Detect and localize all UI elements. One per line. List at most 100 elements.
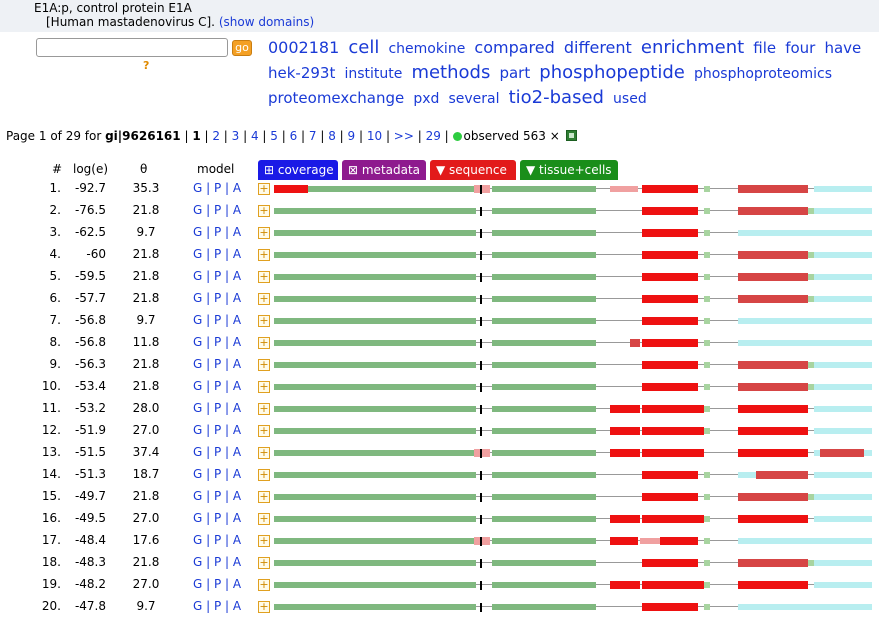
coverage-bar[interactable] xyxy=(274,376,872,398)
expand-plus-icon[interactable]: + xyxy=(258,182,270,195)
row-model-links[interactable]: G | P | A xyxy=(193,599,242,613)
page-link-29[interactable]: 29 xyxy=(425,129,441,143)
expand-plus-icon[interactable]: + xyxy=(258,512,270,525)
tag-0002181[interactable]: 0002181 xyxy=(268,38,340,57)
tag-enrichment[interactable]: enrichment xyxy=(640,37,745,58)
page-link-3[interactable]: 3 xyxy=(231,129,240,143)
show-domains-link[interactable]: (show domains) xyxy=(218,15,315,29)
tag-compared[interactable]: compared xyxy=(474,38,555,57)
page-link-8[interactable]: 8 xyxy=(328,129,336,143)
expand-plus-icon[interactable]: + xyxy=(258,534,270,547)
page-link-4[interactable]: 4 xyxy=(250,129,259,143)
row-model-links[interactable]: G | P | A xyxy=(193,577,242,591)
coverage-bar[interactable] xyxy=(274,574,872,596)
coverage-bar[interactable] xyxy=(274,178,872,200)
search-input[interactable] xyxy=(36,38,228,57)
tab-coverage[interactable]: ⊞ coverage xyxy=(258,160,338,180)
row-model-links[interactable]: G | P | A xyxy=(193,247,242,261)
row-model-links[interactable]: G | P | A xyxy=(193,335,242,349)
row-model-links[interactable]: G | P | A xyxy=(193,269,242,283)
col-header-loge[interactable]: log(e) xyxy=(73,162,109,176)
coverage-bar[interactable] xyxy=(274,486,872,508)
coverage-bar[interactable] xyxy=(274,530,872,552)
tag-several[interactable]: several xyxy=(448,91,500,107)
row-model-links[interactable]: G | P | A xyxy=(193,423,242,437)
tag-hek-293t[interactable]: hek-293t xyxy=(268,64,336,82)
tab-sequence[interactable]: ▼ sequence xyxy=(430,160,516,180)
tab-tissue-cells[interactable]: ▼ tissue+cells xyxy=(520,160,618,180)
coverage-bar[interactable] xyxy=(274,508,872,530)
page-link-5[interactable]: 5 xyxy=(270,129,278,143)
col-header-theta[interactable]: θ xyxy=(140,162,148,176)
row-model-links[interactable]: G | P | A xyxy=(193,357,242,371)
expand-plus-icon[interactable]: + xyxy=(258,270,270,283)
observed-count[interactable]: observed 563 × xyxy=(463,129,560,143)
coverage-bar[interactable] xyxy=(274,288,872,310)
row-model-links[interactable]: G | P | A xyxy=(193,445,242,459)
row-model-links[interactable]: G | P | A xyxy=(193,555,242,569)
tag-part[interactable]: part xyxy=(499,64,531,82)
tag-institute[interactable]: institute xyxy=(344,66,403,82)
tag-different[interactable]: different xyxy=(563,38,632,57)
tag-methods[interactable]: methods xyxy=(411,62,491,83)
row-model-links[interactable]: G | P | A xyxy=(193,489,242,503)
expand-plus-icon[interactable]: + xyxy=(258,380,270,393)
page-link-2[interactable]: 2 xyxy=(212,129,220,143)
page-link-7[interactable]: 7 xyxy=(308,129,317,143)
coverage-bar[interactable] xyxy=(274,244,872,266)
page-link-next[interactable]: >> xyxy=(393,129,414,143)
expand-plus-icon[interactable]: + xyxy=(258,424,270,437)
coverage-bar[interactable] xyxy=(274,596,872,618)
coverage-bar[interactable] xyxy=(274,464,872,486)
expand-plus-icon[interactable]: + xyxy=(258,490,270,503)
expand-plus-icon[interactable]: + xyxy=(258,292,270,305)
row-model-links[interactable]: G | P | A xyxy=(193,533,242,547)
coverage-bar[interactable] xyxy=(274,266,872,288)
coverage-bar[interactable] xyxy=(274,332,872,354)
coverage-bar[interactable] xyxy=(274,552,872,574)
page-link-10[interactable]: 10 xyxy=(366,129,383,143)
row-model-links[interactable]: G | P | A xyxy=(193,225,242,239)
expand-plus-icon[interactable]: + xyxy=(258,556,270,569)
coverage-bar[interactable] xyxy=(274,398,872,420)
expand-plus-icon[interactable]: + xyxy=(258,314,270,327)
row-model-links[interactable]: G | P | A xyxy=(193,511,242,525)
expand-plus-icon[interactable]: + xyxy=(258,402,270,415)
coverage-bar[interactable] xyxy=(274,442,872,464)
tab-metadata[interactable]: ⊠ metadata xyxy=(342,160,426,180)
tag-four[interactable]: four xyxy=(785,39,816,57)
go-button[interactable]: go xyxy=(232,40,252,56)
expand-plus-icon[interactable]: + xyxy=(258,204,270,217)
coverage-bar[interactable] xyxy=(274,354,872,376)
row-model-links[interactable]: G | P | A xyxy=(193,203,242,217)
row-model-links[interactable]: G | P | A xyxy=(193,379,242,393)
expand-plus-icon[interactable]: + xyxy=(258,358,270,371)
tag-chemokine[interactable]: chemokine xyxy=(388,41,466,57)
tag-file[interactable]: file xyxy=(753,39,777,57)
expand-plus-icon[interactable]: + xyxy=(258,248,270,261)
help-icon[interactable]: ? xyxy=(143,59,150,72)
expand-plus-icon[interactable]: + xyxy=(258,336,270,349)
tag-proteomexchange[interactable]: proteomexchange xyxy=(268,89,405,107)
page-link-9[interactable]: 9 xyxy=(347,129,356,143)
spreadsheet-icon[interactable] xyxy=(565,130,577,141)
tag-phosphoproteomics[interactable]: phosphoproteomics xyxy=(693,66,832,82)
coverage-bar[interactable] xyxy=(274,222,872,244)
row-model-links[interactable]: G | P | A xyxy=(193,313,242,327)
tag-phosphopeptide[interactable]: phosphopeptide xyxy=(539,62,685,83)
expand-plus-icon[interactable]: + xyxy=(258,600,270,613)
tag-have[interactable]: have xyxy=(824,39,862,57)
row-model-links[interactable]: G | P | A xyxy=(193,291,242,305)
row-model-links[interactable]: G | P | A xyxy=(193,401,242,415)
row-model-links[interactable]: G | P | A xyxy=(193,181,242,195)
expand-plus-icon[interactable]: + xyxy=(258,446,270,459)
tag-pxd[interactable]: pxd xyxy=(413,91,440,107)
tag-used[interactable]: used xyxy=(613,91,647,107)
tag-cell[interactable]: cell xyxy=(348,37,380,58)
page-link-6[interactable]: 6 xyxy=(289,129,298,143)
expand-plus-icon[interactable]: + xyxy=(258,578,270,591)
row-model-links[interactable]: G | P | A xyxy=(193,467,242,481)
coverage-bar[interactable] xyxy=(274,310,872,332)
coverage-bar[interactable] xyxy=(274,420,872,442)
expand-plus-icon[interactable]: + xyxy=(258,226,270,239)
